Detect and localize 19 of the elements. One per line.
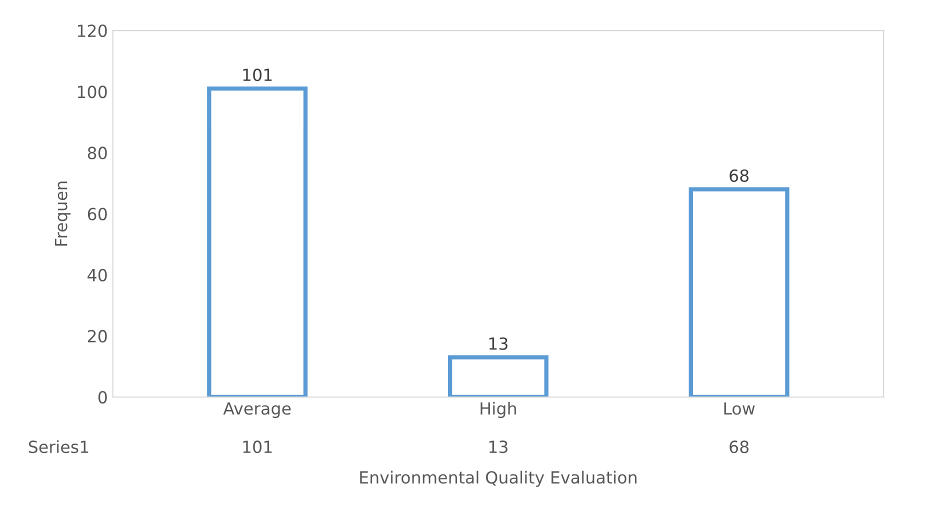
text: 101 [243,440,272,454]
x-tick-label: Average [223,402,291,418]
y-tick-label: 40 [88,268,107,282]
data-label: 101 [243,68,272,82]
y-tick-label: 100 [78,86,107,98]
y-tick-label: 120 [78,24,107,38]
y-tick-label: 20 [88,330,107,343]
data-label: 13 [489,337,508,350]
y-tick-label: 80 [88,146,107,160]
data-label: 68 [730,169,749,182]
x-tick-label: High [480,402,516,418]
x-axis-title: Environmental Quality Evaluation [360,470,636,487]
text: Series1 [28,440,88,454]
x-tick-label: Low [724,402,755,415]
text: 68 [730,440,749,454]
y-axis-title: Frequen [54,182,71,246]
y-tick-label: 60 [88,208,107,220]
y-tick-label: 0 [98,390,107,404]
text: 13 [489,440,508,454]
